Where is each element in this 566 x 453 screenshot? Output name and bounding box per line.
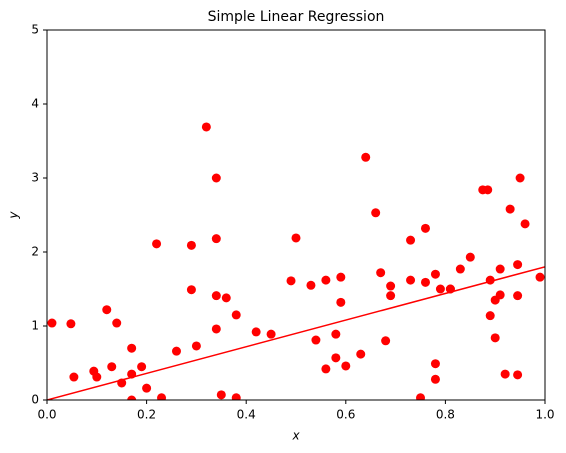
- scatter-point: [371, 208, 381, 218]
- scatter-point: [420, 277, 430, 287]
- scatter-point: [386, 291, 396, 301]
- x-tick-label: 0.4: [237, 408, 256, 422]
- scatter-point: [251, 327, 261, 337]
- y-axis-label: y: [7, 211, 21, 220]
- scatter-point: [306, 280, 316, 290]
- y-tick-label: 0: [31, 393, 39, 407]
- scatter-point: [231, 310, 241, 320]
- scatter-point: [186, 285, 196, 295]
- scatter-point: [66, 319, 76, 329]
- scatter-point: [513, 291, 523, 301]
- scatter-point: [465, 252, 475, 262]
- scatter-point: [500, 369, 510, 379]
- scatter-point: [102, 305, 112, 315]
- scatter-point: [420, 223, 430, 233]
- scatter-point: [435, 284, 445, 294]
- plot-area: [47, 122, 545, 400]
- scatter-point: [137, 362, 147, 372]
- scatter-point: [483, 185, 493, 195]
- scatter-point: [321, 275, 331, 285]
- scatter-point: [513, 370, 523, 380]
- y-tick-label: 3: [31, 171, 39, 185]
- scatter-point: [286, 276, 296, 286]
- scatter-point: [513, 260, 523, 270]
- scatter-point: [495, 290, 505, 300]
- y-tick-label: 1: [31, 319, 39, 333]
- scatter-point: [211, 173, 221, 183]
- scatter-point: [186, 240, 196, 250]
- scatter-point: [430, 359, 440, 369]
- scatter-point: [381, 336, 391, 346]
- regression-line: [47, 266, 545, 400]
- scatter-point: [127, 395, 137, 400]
- scatter-point: [191, 341, 201, 351]
- scatter-point: [201, 122, 211, 132]
- scatter-point: [211, 234, 221, 244]
- scatter-point: [386, 281, 396, 291]
- scatter-point: [211, 324, 221, 334]
- scatter-point: [520, 219, 530, 229]
- scatter-point: [356, 349, 366, 359]
- y-tick-label: 5: [31, 23, 39, 37]
- scatter-point: [505, 204, 515, 214]
- scatter-point: [311, 335, 321, 345]
- scatter-point: [216, 390, 226, 400]
- y-tick-label: 4: [31, 97, 39, 111]
- scatter-point: [376, 268, 386, 278]
- x-tick-label: 0.0: [37, 408, 56, 422]
- scatter-point: [361, 152, 371, 162]
- y-tick-label: 2: [31, 245, 39, 259]
- x-axis-label: x: [291, 429, 300, 443]
- scatter-point: [341, 361, 351, 371]
- scatter-point: [406, 275, 416, 285]
- scatter-point: [112, 318, 122, 328]
- scatter-point: [490, 333, 500, 343]
- scatter-point: [171, 346, 181, 356]
- x-tick-label: 0.2: [137, 408, 156, 422]
- scatter-point: [535, 272, 545, 282]
- scatter-point: [107, 362, 117, 372]
- scatter-point: [142, 383, 152, 393]
- scatter-point: [336, 297, 346, 307]
- scatter-point: [152, 239, 162, 249]
- scatter-point: [157, 393, 167, 400]
- scatter-point: [211, 291, 221, 301]
- scatter-point: [455, 264, 465, 274]
- scatter-point: [485, 311, 495, 321]
- scatter-point: [92, 372, 102, 382]
- scatter-point: [430, 374, 440, 384]
- scatter-point: [331, 353, 341, 363]
- scatter-point: [331, 329, 341, 339]
- x-tick-label: 0.8: [436, 408, 455, 422]
- scatter-point: [515, 173, 525, 183]
- scatter-point: [430, 269, 440, 279]
- scatter-point: [221, 293, 231, 303]
- scatter-point: [291, 233, 301, 243]
- scatter-point: [406, 235, 416, 245]
- scatter-point: [69, 372, 79, 382]
- chart-title: Simple Linear Regression: [208, 9, 385, 25]
- scatter-point: [266, 329, 276, 339]
- scatter-point: [47, 318, 57, 328]
- x-tick-label: 0.6: [336, 408, 355, 422]
- scatter-point: [416, 393, 425, 400]
- scatter-point: [336, 272, 346, 282]
- scatter-point: [495, 264, 505, 274]
- scatter-point: [321, 364, 331, 374]
- x-tick-label: 1.0: [535, 408, 554, 422]
- scatter-point: [127, 343, 137, 353]
- axes-frame: [46, 29, 546, 401]
- scatter-point: [231, 393, 241, 400]
